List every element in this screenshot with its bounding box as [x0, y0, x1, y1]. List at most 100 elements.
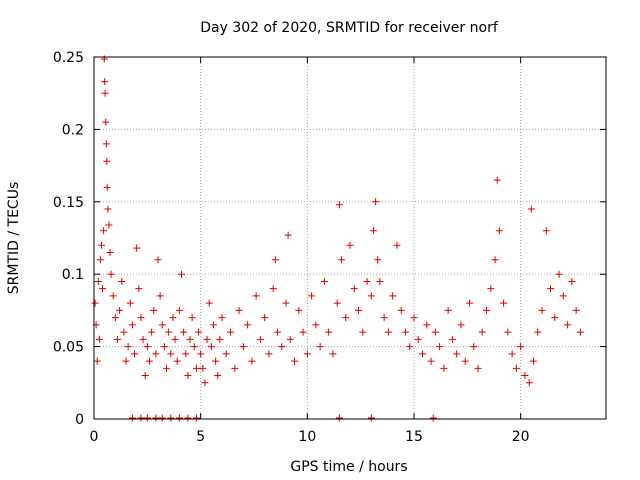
- data-point: [271, 256, 279, 264]
- data-point: [154, 256, 162, 264]
- data-point: [244, 321, 252, 329]
- data-point: [192, 364, 200, 372]
- data-point: [436, 343, 444, 351]
- data-point: [143, 343, 151, 351]
- data-point: [393, 241, 401, 249]
- data-point: [427, 357, 435, 365]
- data-point: [231, 364, 239, 372]
- data-point: [212, 357, 220, 365]
- data-point: [369, 227, 377, 235]
- data-point: [182, 350, 190, 358]
- data-point: [572, 306, 580, 314]
- data-point: [525, 379, 533, 387]
- data-point: [156, 292, 164, 300]
- data-point: [269, 285, 277, 293]
- data-point: [346, 241, 354, 249]
- data-point: [122, 357, 130, 365]
- data-point: [487, 285, 495, 293]
- data-point: [555, 270, 563, 278]
- data-point: [95, 335, 103, 343]
- data-point: [406, 343, 414, 351]
- data-point: [175, 414, 183, 422]
- data-point: [116, 306, 124, 314]
- data-point: [205, 299, 213, 307]
- data-point: [239, 343, 247, 351]
- data-point: [102, 140, 110, 148]
- data-point: [538, 306, 546, 314]
- data-point: [120, 328, 128, 336]
- data-point: [491, 256, 499, 264]
- data-point: [363, 277, 371, 285]
- data-point: [470, 343, 478, 351]
- data-point: [273, 328, 281, 336]
- data-point: [126, 299, 134, 307]
- data-point: [517, 343, 525, 351]
- data-point: [111, 314, 119, 322]
- data-point: [137, 414, 145, 422]
- data-point: [367, 292, 375, 300]
- data-point: [102, 118, 110, 126]
- data-point: [184, 372, 192, 380]
- data-point: [203, 335, 211, 343]
- data-point: [534, 328, 542, 336]
- data-point: [461, 357, 469, 365]
- data-point: [99, 285, 107, 293]
- data-point: [113, 335, 121, 343]
- data-point: [419, 350, 427, 358]
- x-tick-label: 5: [196, 429, 205, 445]
- data-point: [335, 414, 343, 422]
- data-point: [214, 372, 222, 380]
- data-point: [104, 205, 112, 213]
- data-point: [101, 89, 109, 97]
- data-point: [150, 306, 158, 314]
- data-point: [284, 231, 292, 239]
- data-point: [474, 364, 482, 372]
- data-point: [101, 78, 109, 86]
- data-point: [152, 350, 160, 358]
- data-point: [169, 314, 177, 322]
- y-tick-label: 0.1: [62, 267, 84, 283]
- data-point: [103, 183, 111, 191]
- data-point: [478, 328, 486, 336]
- data-point: [227, 328, 235, 336]
- chart-title: Day 302 of 2020, SRMTID for receiver nor…: [200, 20, 499, 36]
- data-point: [195, 328, 203, 336]
- x-tick-label: 20: [512, 429, 530, 445]
- data-point: [278, 343, 286, 351]
- data-point: [414, 335, 422, 343]
- data-point: [222, 350, 230, 358]
- data-point: [261, 314, 269, 322]
- y-tick-label: 0: [75, 412, 84, 428]
- data-point: [94, 277, 102, 285]
- data-point: [91, 299, 99, 307]
- data-point: [124, 343, 132, 351]
- y-tick-label: 0.15: [53, 195, 84, 211]
- data-point: [500, 299, 508, 307]
- data-point: [465, 299, 473, 307]
- data-point: [333, 299, 341, 307]
- data-point: [483, 306, 491, 314]
- data-point: [143, 414, 151, 422]
- data-point: [374, 256, 382, 264]
- data-point: [547, 285, 555, 293]
- data-point: [133, 244, 141, 252]
- data-point: [209, 321, 217, 329]
- data-point: [103, 157, 111, 165]
- data-point: [165, 328, 173, 336]
- data-point: [316, 343, 324, 351]
- y-axis-label: SRMTID / TECUs: [6, 182, 22, 295]
- data-point: [139, 335, 147, 343]
- data-point: [207, 343, 215, 351]
- data-point: [444, 306, 452, 314]
- data-point: [429, 414, 437, 422]
- data-point: [359, 328, 367, 336]
- data-point: [158, 321, 166, 329]
- data-point: [350, 285, 358, 293]
- data-point: [431, 328, 439, 336]
- data-point: [186, 335, 194, 343]
- data-point: [118, 277, 126, 285]
- data-point: [397, 306, 405, 314]
- data-point: [158, 414, 166, 422]
- data-point: [320, 277, 328, 285]
- data-points: [91, 55, 584, 422]
